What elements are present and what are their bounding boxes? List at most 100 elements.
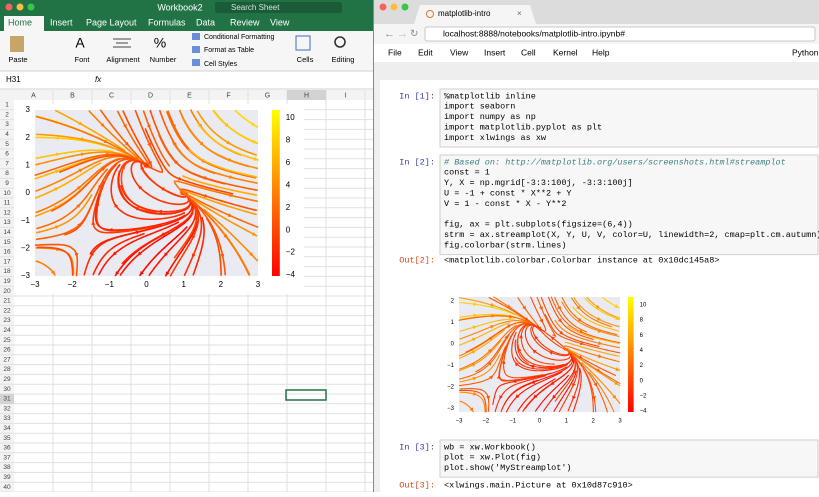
column-header[interactable]: A [31,92,36,99]
code-line: # Based on: http://matplotlib.org/users/… [444,157,786,167]
font-icon[interactable]: A [75,35,85,51]
minimize-button[interactable] [17,4,24,11]
close-button[interactable] [6,4,13,11]
column-header[interactable]: C [109,92,114,99]
ribbon-tab[interactable]: Page Layout [86,17,137,27]
code-line: strm = ax.streamplot(X, Y, U, V, color=U… [444,230,819,240]
row-header[interactable]: 20 [3,288,11,295]
row-header[interactable]: 4 [5,131,9,138]
row-header[interactable]: 17 [3,258,11,265]
reload-button[interactable]: ↻ [410,29,418,40]
row-header[interactable]: 21 [3,298,11,305]
column-header[interactable]: F [226,92,230,99]
menu-item[interactable]: Insert [484,47,506,57]
row-header[interactable]: 3 [5,121,9,128]
column-header[interactable]: E [187,92,192,99]
row-header[interactable]: 39 [3,474,11,481]
paste-label[interactable]: Paste [8,55,27,64]
menu-item[interactable]: Kernel [553,47,578,57]
menu-item[interactable]: Cell [521,47,536,57]
paste-icon[interactable] [10,36,24,52]
font-label[interactable]: Font [74,55,90,64]
column-header[interactable]: I [345,92,347,99]
back-button[interactable]: ← [384,28,395,40]
cf-icon[interactable] [192,33,200,40]
number-label[interactable]: Number [150,55,177,64]
row-header[interactable]: 15 [3,239,11,246]
row-header[interactable]: 27 [3,356,11,363]
column-header[interactable]: G [265,92,270,99]
row-header[interactable]: 19 [3,278,11,285]
close-button[interactable] [380,4,387,11]
name-box[interactable]: H31 [6,75,21,84]
row-header[interactable]: 37 [3,454,11,461]
row-header[interactable]: 28 [3,366,11,373]
ribbon-tab[interactable]: Home [8,17,32,27]
ribbon-tab[interactable]: View [270,17,290,27]
output-text: <xlwings.main.Picture at 0x10d87c910> [444,480,633,490]
minimize-button[interactable] [391,4,398,11]
row-header[interactable]: 14 [3,229,11,236]
url[interactable]: localhost:8888/notebooks/matplotlib-intr… [443,28,625,38]
row-header[interactable]: 33 [3,415,11,422]
column-header[interactable]: B [70,92,75,99]
column-header[interactable]: D [148,92,153,99]
row-header[interactable]: 7 [5,160,9,167]
tab-title[interactable]: matplotlib-intro [438,9,491,18]
menu-item[interactable]: View [450,47,469,57]
x-tick-label: −1 [509,419,517,425]
column-header[interactable]: H [304,92,309,99]
row-header[interactable]: 9 [5,180,9,187]
row-header[interactable]: 26 [3,347,11,354]
cells-label[interactable]: Cells [297,55,314,64]
row-header[interactable]: 2 [5,111,9,118]
colorbar-tick-label: −4 [286,270,296,279]
row-header[interactable]: 36 [3,445,11,452]
format-as-table[interactable]: Format as Table [204,47,254,54]
table-icon[interactable] [192,46,200,53]
row-header[interactable]: 32 [3,405,11,412]
selected-cell[interactable] [286,390,326,400]
row-header[interactable]: 5 [5,141,9,148]
row-header[interactable]: 13 [3,219,11,226]
cell-styles[interactable]: Cell Styles [204,61,238,68]
row-header[interactable]: 22 [3,307,11,314]
menu-item[interactable]: Help [592,47,610,57]
menu-item[interactable]: Edit [418,47,433,57]
tab-close[interactable]: × [517,9,522,18]
row-header[interactable]: 10 [3,190,11,197]
ribbon-tab[interactable]: Review [230,17,260,27]
row-header[interactable]: 40 [3,484,11,491]
zoom-button[interactable] [28,4,35,11]
x-tick-label: −1 [105,280,115,289]
row-header[interactable]: 24 [3,327,11,334]
conditional-formatting[interactable]: Conditional Formatting [204,34,275,41]
styles-icon[interactable] [192,59,200,66]
ribbon-tab[interactable]: Data [196,17,215,27]
forward-button[interactable]: → [397,28,408,40]
row-header[interactable]: 6 [5,151,9,158]
row-header[interactable]: 16 [3,249,11,256]
row-header[interactable]: 34 [3,425,11,432]
menu-item[interactable]: File [388,47,402,57]
row-header[interactable]: 12 [3,209,11,216]
row-header[interactable]: 29 [3,376,11,383]
zoom-button[interactable] [402,4,409,11]
code-line: V = 1 - const * X - Y**2 [444,199,566,209]
row-header[interactable]: 38 [3,464,11,471]
ribbon-tab[interactable]: Insert [50,17,73,27]
row-header[interactable]: 18 [3,268,11,275]
row-header[interactable]: 25 [3,337,11,344]
editing-label[interactable]: Editing [332,55,355,64]
row-header[interactable]: 31 [3,396,11,403]
row-header[interactable]: 11 [4,200,11,207]
number-icon[interactable]: % [154,35,166,51]
row-header[interactable]: 23 [3,317,11,324]
row-header[interactable]: 8 [5,170,9,177]
ribbon-tab[interactable]: Formulas [148,17,186,27]
row-header[interactable]: 30 [3,386,11,393]
alignment-label[interactable]: Alignment [106,55,140,64]
row-header[interactable]: 35 [3,435,11,442]
row-header[interactable]: 1 [5,102,9,109]
colorbar-tick-label: −2 [640,393,648,399]
